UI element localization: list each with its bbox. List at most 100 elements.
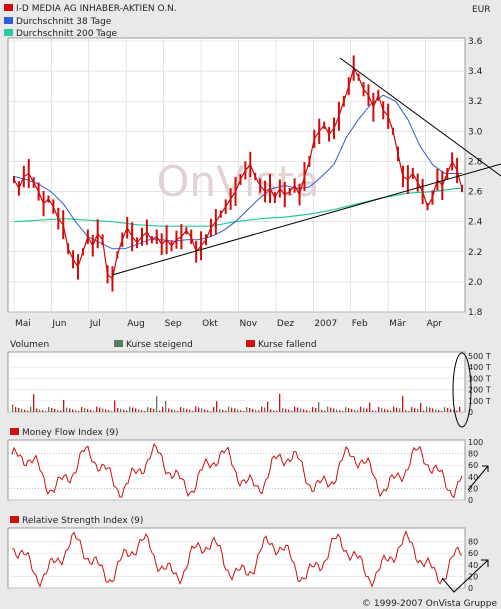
price-y-tick: 3.0: [468, 127, 483, 137]
volume-bar: [321, 409, 323, 412]
volume-bar: [285, 408, 287, 412]
volume-bar: [159, 410, 161, 412]
volume-bar: [177, 411, 179, 412]
price-y-tick: 1.8: [468, 308, 483, 318]
volume-bar: [186, 408, 188, 412]
volume-bar: [168, 408, 170, 412]
volume-bar: [387, 409, 389, 412]
volume-bar: [228, 406, 230, 412]
volume-bar: [417, 408, 419, 412]
volume-bar: [120, 408, 122, 412]
volume-bar: [414, 407, 416, 412]
volume-bar: [354, 409, 356, 412]
volume-bar: [201, 408, 203, 412]
price-line: [13, 66, 463, 281]
price-x-tick: Mär: [389, 319, 406, 329]
volume-bar: [36, 408, 38, 412]
volume-bar: [297, 407, 299, 412]
volume-bar: [108, 410, 110, 412]
volume-bar: [324, 410, 326, 412]
volume-bar: [363, 407, 365, 412]
volume-bar: [342, 411, 344, 412]
rsi-check-arrow: [441, 559, 489, 593]
volume-bar: [18, 407, 20, 412]
volume-bar: [357, 410, 359, 412]
volume-bar: [102, 408, 104, 412]
volume-bar: [12, 404, 14, 412]
volume-bar: [375, 411, 377, 412]
price-panel: [7, 37, 466, 313]
volume-bar: [372, 410, 374, 412]
volume-bar: [33, 394, 35, 412]
watermark: OnVista: [156, 157, 319, 206]
volume-bar: [288, 409, 290, 412]
volume-bar: [291, 410, 293, 412]
volume-bar: [42, 410, 44, 412]
price-x-axis: Mai Jun Jul Aug Sep Okt Nov Dez 2007 Feb Mär Apr: [15, 319, 442, 329]
price-x-tick: Jun: [51, 319, 66, 329]
volume-bar: [210, 411, 212, 412]
volume-bar: [213, 407, 215, 412]
volume-bar: [405, 410, 407, 412]
volume-bars: [12, 393, 461, 412]
mfi-up-arrow: [467, 465, 489, 491]
volume-bar: [117, 407, 119, 412]
volume-bar: [456, 410, 458, 412]
price-x-tick: Okt: [202, 319, 218, 329]
legend-ma38: Durchschnitt 38 Tage: [16, 17, 112, 27]
volume-bar: [282, 407, 284, 412]
volume-bar: [381, 407, 383, 412]
copyright: © 1999-2007 OnVista Gruppe: [362, 599, 497, 609]
price-y-tick: 2.0: [468, 278, 483, 288]
currency-label: EUR: [472, 5, 491, 15]
volume-bar: [279, 393, 281, 412]
volume-bar: [336, 409, 338, 412]
volume-bar: [432, 408, 434, 412]
volume-y-tick: 400 T: [468, 363, 491, 372]
volume-bar: [303, 409, 305, 412]
volume-bar: [45, 411, 47, 412]
volume-bar: [63, 399, 65, 412]
volume-bar: [339, 410, 341, 412]
resistance-trendline: [339, 57, 501, 177]
volume-bar: [66, 407, 68, 412]
volume-bar: [249, 407, 251, 412]
volume-bar: [39, 409, 41, 412]
volume-panel: [7, 351, 466, 413]
volume-bar: [300, 408, 302, 412]
volume-bar: [222, 409, 224, 412]
volume-bar: [264, 407, 266, 412]
volume-bar: [426, 406, 428, 412]
price-x-tick: Apr: [427, 319, 443, 329]
volume-bar: [273, 410, 275, 412]
osc-y-tick: 40: [468, 473, 478, 482]
volume-y-tick: 300 T: [468, 374, 491, 383]
price-x-tick: Sep: [165, 319, 182, 329]
volume-bar: [75, 410, 77, 412]
volume-bar: [393, 406, 395, 412]
volume-bar: [312, 407, 314, 412]
volume-bar: [402, 395, 404, 412]
volume-bar: [99, 407, 101, 412]
volume-bar: [243, 411, 245, 412]
volume-bar: [408, 411, 410, 412]
volume-bar: [384, 408, 386, 412]
price-y-axis: 3.6 3.4 3.2 3.0 2.8 2.6 2.4 2.2 2.0 1.8: [468, 37, 483, 318]
volume-bar: [450, 408, 452, 412]
volume-bar: [234, 408, 236, 412]
price-x-tick: Jul: [89, 319, 101, 329]
volume-bar: [132, 407, 134, 412]
volume-bar: [306, 410, 308, 412]
volume-bar: [318, 402, 320, 412]
volume-bar: [252, 408, 254, 412]
price-y-tick: 3.6: [468, 37, 483, 47]
volume-bar: [24, 409, 26, 412]
volume-bar: [156, 396, 158, 412]
volume-bar: [438, 410, 440, 412]
volume-bar: [261, 406, 263, 412]
volume-bar: [453, 409, 455, 412]
price-legend: I-D MEDIA AG INHABER-AKTIEN O.N. Durchsc…: [4, 4, 177, 39]
price-y-tick: 2.4: [468, 218, 483, 228]
osc-y-tick: 100: [468, 438, 483, 447]
